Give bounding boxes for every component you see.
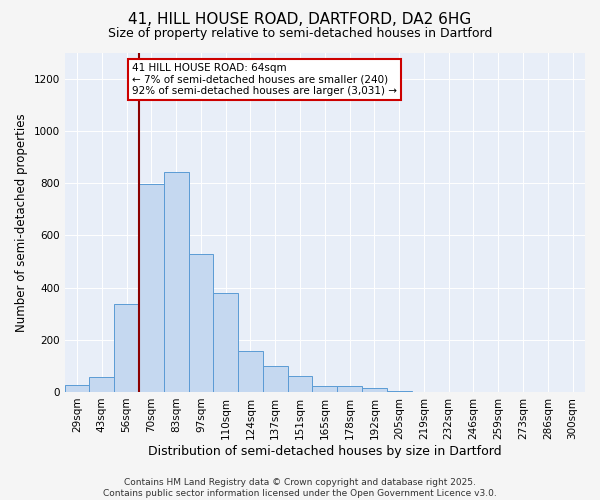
Text: Contains HM Land Registry data © Crown copyright and database right 2025.
Contai: Contains HM Land Registry data © Crown c… [103,478,497,498]
Bar [164,172,188,392]
Bar [287,376,313,392]
Bar [387,390,412,392]
Y-axis label: Number of semi-detached properties: Number of semi-detached properties [15,113,28,332]
X-axis label: Distribution of semi-detached houses by size in Dartford: Distribution of semi-detached houses by … [148,444,502,458]
Bar [263,366,287,392]
Bar [89,377,114,392]
Bar [313,386,337,392]
Bar [188,254,214,392]
Bar [337,386,362,392]
Bar [238,352,263,392]
Bar [139,184,164,392]
Bar [114,304,139,392]
Bar [362,388,387,392]
Bar [65,385,89,392]
Text: 41 HILL HOUSE ROAD: 64sqm
← 7% of semi-detached houses are smaller (240)
92% of : 41 HILL HOUSE ROAD: 64sqm ← 7% of semi-d… [133,62,397,96]
Text: 41, HILL HOUSE ROAD, DARTFORD, DA2 6HG: 41, HILL HOUSE ROAD, DARTFORD, DA2 6HG [128,12,472,28]
Bar [214,294,238,392]
Text: Size of property relative to semi-detached houses in Dartford: Size of property relative to semi-detach… [108,28,492,40]
